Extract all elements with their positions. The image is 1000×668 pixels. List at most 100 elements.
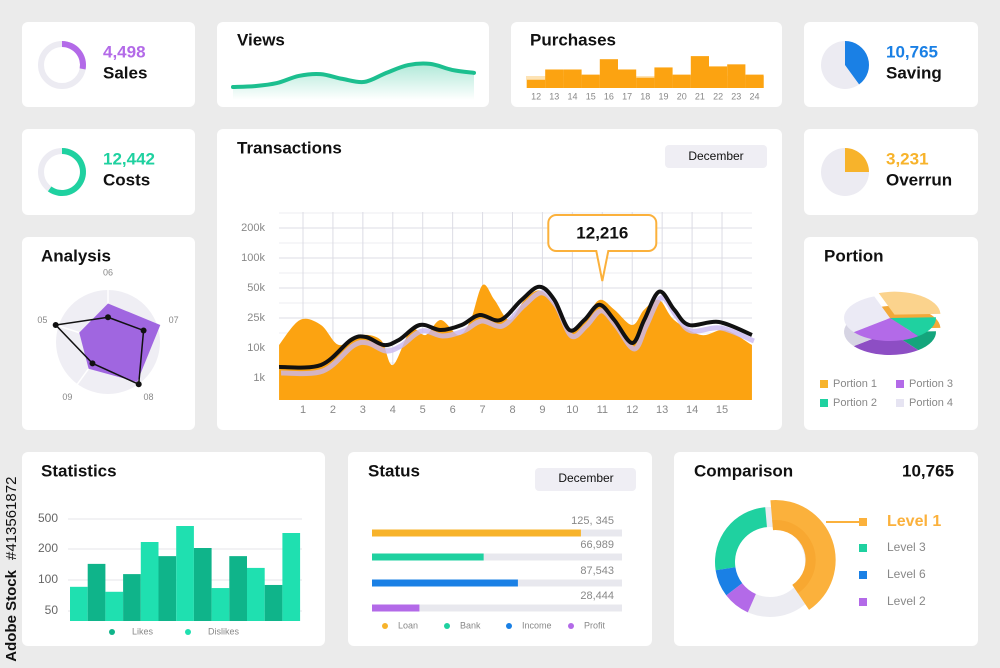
area xyxy=(279,284,752,400)
y-tick-label: 50 xyxy=(45,603,59,617)
radar-point xyxy=(89,360,96,367)
y-tick-label: 25k xyxy=(247,312,265,324)
radar-outline xyxy=(54,316,145,386)
legend-swatch xyxy=(896,399,904,407)
legend-label: Likes xyxy=(132,626,154,636)
x-tick-label: 23 xyxy=(731,91,741,101)
kpi-value: 10,765 xyxy=(886,42,938,61)
pie-side xyxy=(853,332,919,355)
legend-dot xyxy=(444,623,450,629)
bar xyxy=(599,59,618,88)
donut-slice-inner xyxy=(772,520,816,594)
radar-label: 05 xyxy=(37,315,47,325)
x-tick-label: 22 xyxy=(713,91,723,101)
x-tick-label: 18 xyxy=(640,91,650,101)
bar xyxy=(87,563,106,621)
ring-progress xyxy=(47,148,86,196)
legend-label: Dislikes xyxy=(208,626,240,636)
y-tick-label: 1k xyxy=(253,372,265,384)
line xyxy=(278,284,753,370)
y-tick-label: 200k xyxy=(241,222,265,234)
y-tick-label: 100 xyxy=(38,572,58,586)
pie-slice xyxy=(890,317,936,337)
legend-label: Level 6 xyxy=(887,567,926,581)
watermark-brand: Adobe Stock xyxy=(3,569,20,661)
card-title: Transactions xyxy=(237,138,342,157)
value-label: 66,989 xyxy=(580,539,614,551)
bar xyxy=(654,67,673,88)
radar-label: 09 xyxy=(62,392,72,402)
pie-slice xyxy=(853,318,919,341)
y-tick-label: 200 xyxy=(38,541,58,555)
bar xyxy=(527,79,546,88)
bar xyxy=(618,69,637,88)
x-tick-label: 5 xyxy=(420,404,426,416)
bar xyxy=(247,567,265,621)
card-title: Comparison xyxy=(694,461,793,480)
bar-track xyxy=(372,553,622,561)
radar-point xyxy=(135,381,142,388)
legend-dot xyxy=(109,629,115,635)
legend-swatch xyxy=(859,544,867,552)
bar xyxy=(690,56,709,88)
watermark-id: #413561872 xyxy=(3,477,20,560)
radar-label: 07 xyxy=(169,315,179,325)
x-tick-label: 2 xyxy=(330,404,336,416)
value-label: 87,543 xyxy=(580,565,614,577)
bar xyxy=(105,591,124,621)
x-tick-label: 20 xyxy=(677,91,687,101)
bar-track xyxy=(372,604,622,612)
bar xyxy=(636,77,655,88)
card-title: Purchases xyxy=(530,30,616,49)
bar xyxy=(372,579,518,587)
legend-label: Income xyxy=(522,620,552,630)
bar xyxy=(264,584,283,621)
x-tick-label: 9 xyxy=(539,404,545,416)
x-tick-label: 14 xyxy=(686,404,698,416)
legend-label: Level 1 xyxy=(887,513,941,530)
legend-label: Loan xyxy=(398,620,418,630)
pie-slice xyxy=(844,296,890,333)
bar xyxy=(563,69,582,88)
dropdown[interactable] xyxy=(665,145,767,168)
card-title: Analysis xyxy=(41,246,111,265)
legend-label: Level 3 xyxy=(887,540,926,554)
dropdown[interactable] xyxy=(535,468,636,491)
bar xyxy=(282,533,301,621)
y-tick-label: 100k xyxy=(241,252,265,264)
y-tick-label: 500 xyxy=(38,511,58,525)
legend-swatch xyxy=(820,399,828,407)
kpi-label: Sales xyxy=(103,63,147,82)
radar-label: 08 xyxy=(144,392,154,402)
kpi-value: 3,231 xyxy=(886,149,929,168)
legend-dot xyxy=(568,623,574,629)
legend-label: Level 2 xyxy=(887,594,926,608)
x-tick-label: 13 xyxy=(656,404,668,416)
bar xyxy=(70,586,88,621)
bar xyxy=(745,74,764,88)
card-title: Statistics xyxy=(41,461,117,480)
bar xyxy=(709,66,728,88)
callout xyxy=(547,214,658,282)
x-tick-label: 16 xyxy=(604,91,614,101)
donut-slice xyxy=(715,567,743,596)
kpi-label: Costs xyxy=(103,170,150,189)
legend-label: Portion 1 xyxy=(833,378,877,390)
x-tick-label: 8 xyxy=(509,404,515,416)
kpi-label: Saving xyxy=(886,63,942,82)
x-tick-label: 17 xyxy=(622,91,632,101)
bar xyxy=(123,574,141,621)
x-tick-label: 13 xyxy=(549,91,559,101)
radar-point xyxy=(105,314,111,321)
x-tick-label: 10 xyxy=(566,404,578,416)
pie-slice xyxy=(878,291,941,315)
bar xyxy=(581,74,600,88)
ring-progress xyxy=(62,41,87,70)
card xyxy=(348,452,652,646)
bar xyxy=(140,542,159,621)
total-value: 10,765 xyxy=(902,461,954,480)
bar xyxy=(211,588,230,621)
bar xyxy=(193,548,212,621)
radar-label: 06 xyxy=(103,267,113,277)
bar xyxy=(372,529,581,537)
